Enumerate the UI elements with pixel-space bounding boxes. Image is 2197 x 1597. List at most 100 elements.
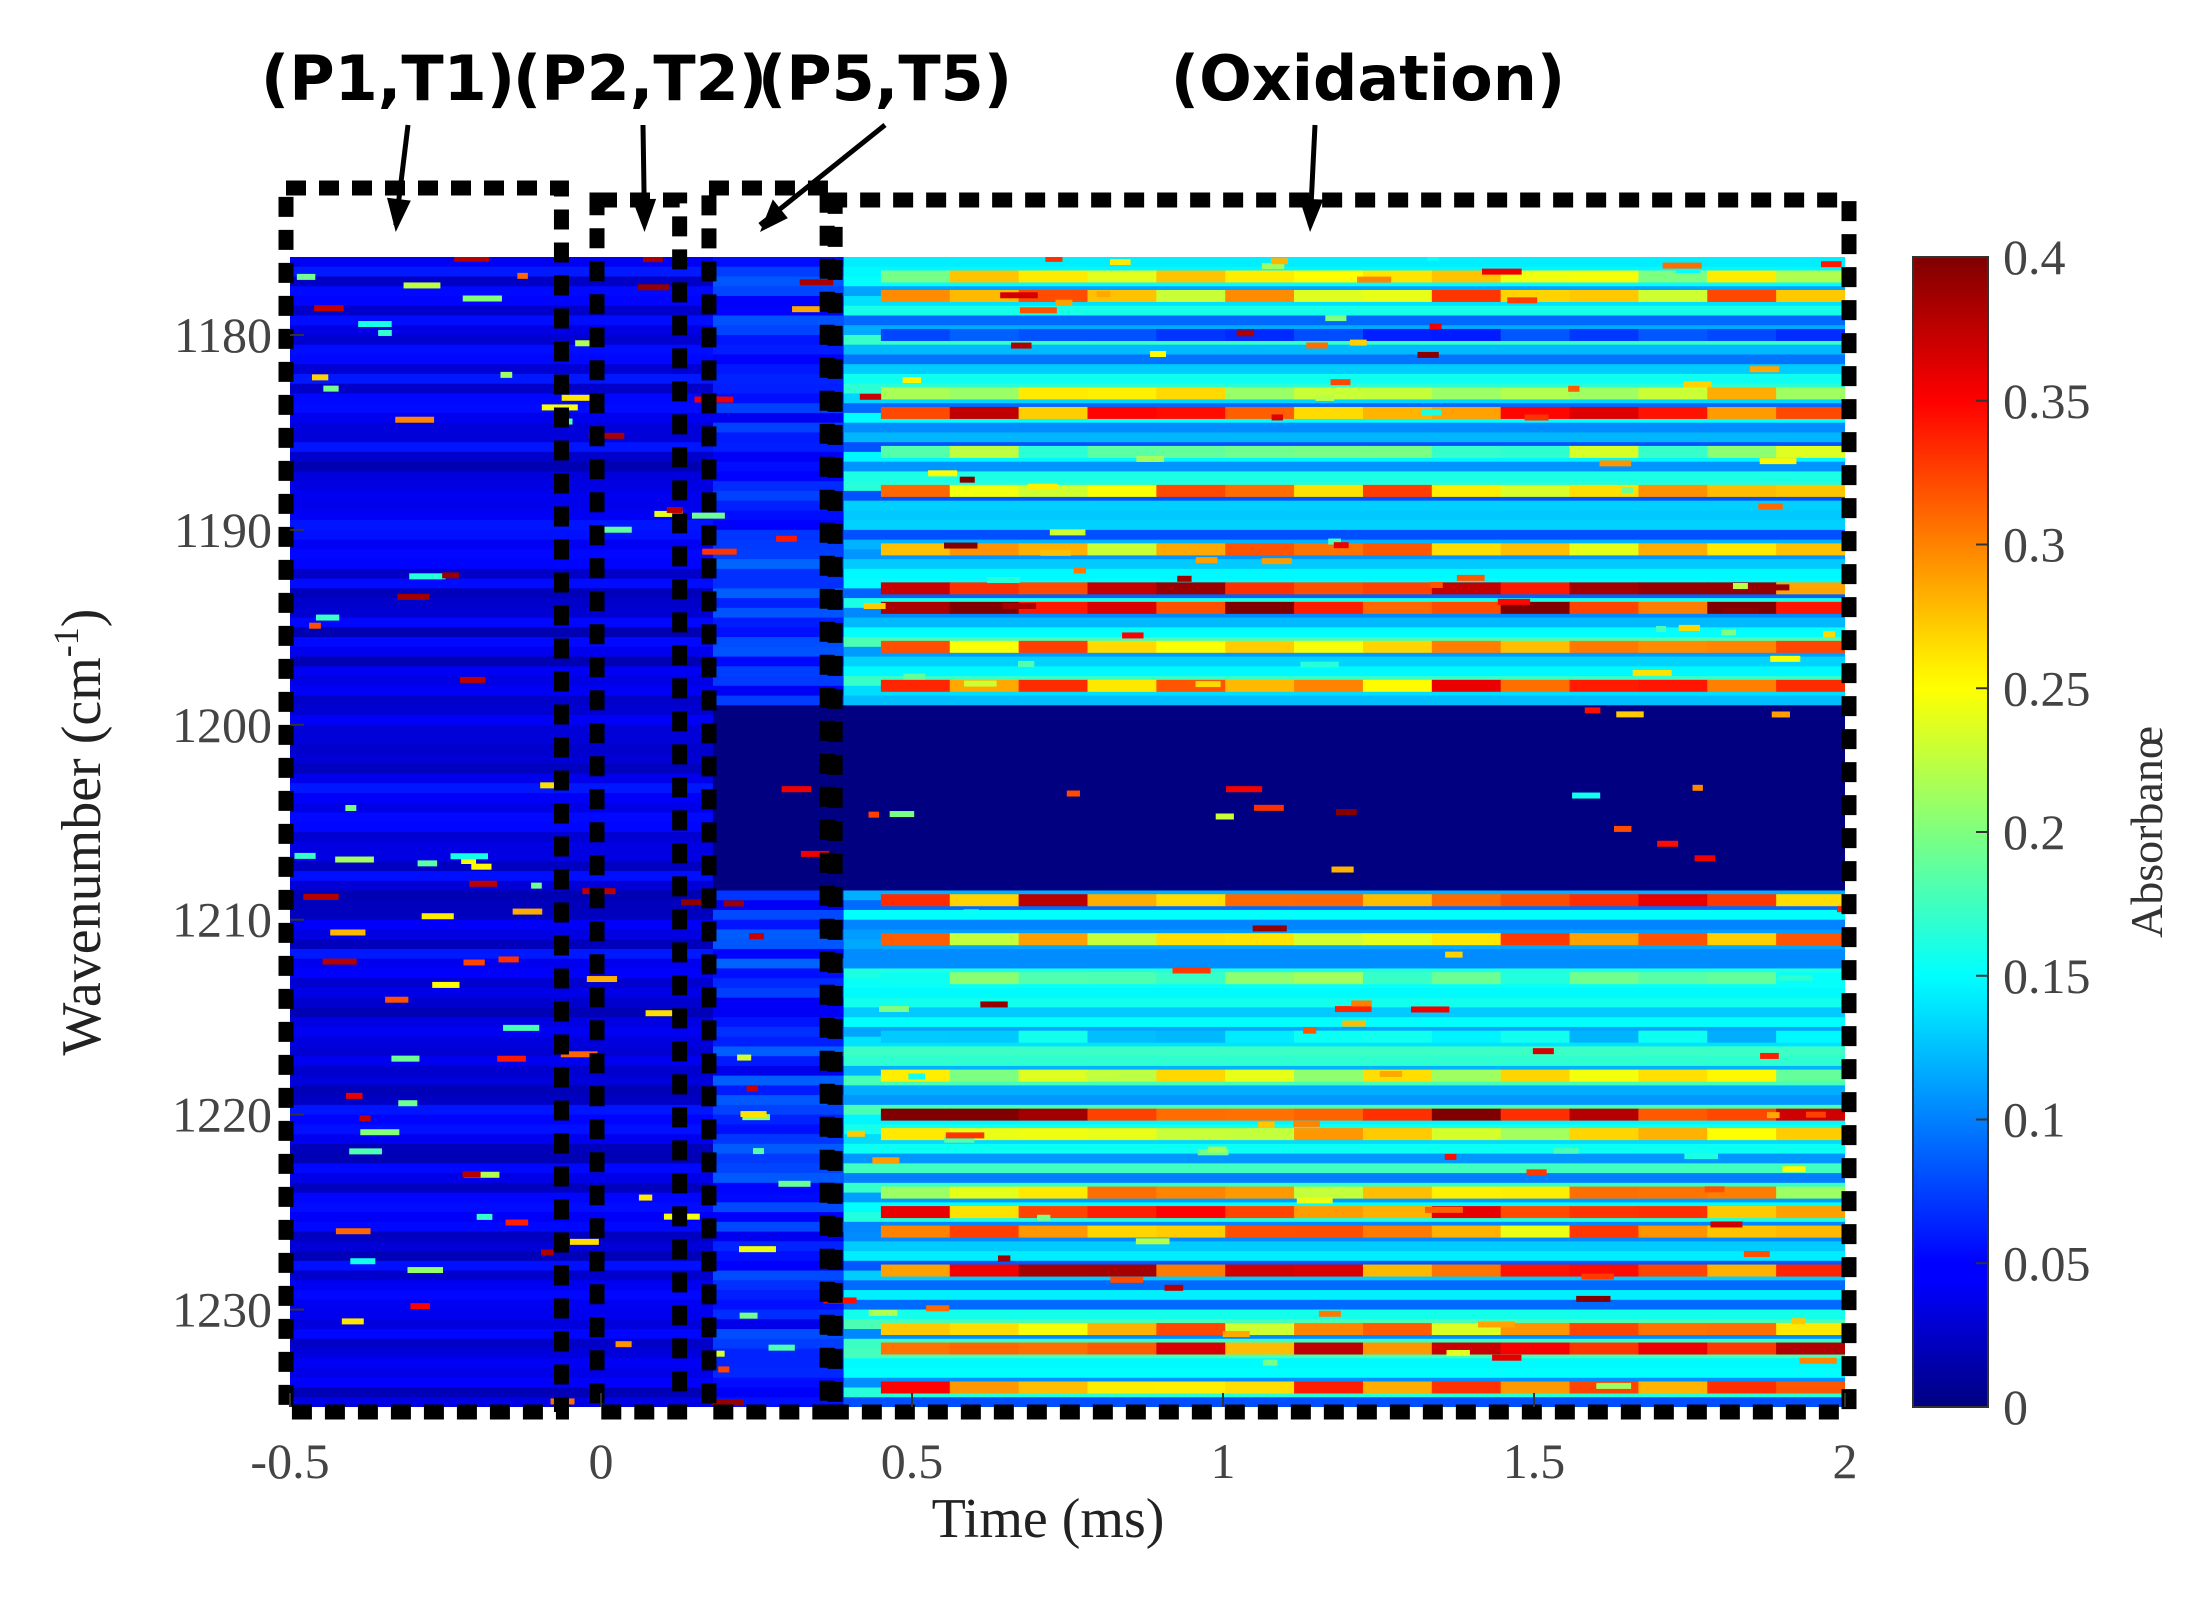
- heatmap-cell: [290, 344, 713, 356]
- heatmap-cell: [712, 1260, 844, 1272]
- heatmap-band: [1776, 1128, 1845, 1141]
- heatmap-band: [1707, 972, 1778, 985]
- heatmap-band: [1638, 543, 1709, 556]
- heatmap-band: [1087, 1108, 1158, 1121]
- x-tick-label: 2: [1833, 1433, 1858, 1489]
- heatmap-band: [880, 1108, 951, 1121]
- heatmap-speckle: [335, 856, 374, 863]
- heatmap-speckle: [1066, 790, 1080, 797]
- heatmap-speckle: [335, 1228, 371, 1235]
- heatmap-cell: [712, 1280, 844, 1291]
- heatmap-speckle: [1236, 330, 1255, 337]
- heatmap-cell: [843, 880, 1845, 892]
- heatmap-cell: [712, 1348, 844, 1359]
- heatmap-speckle: [1271, 414, 1283, 421]
- heatmap-band: [1294, 406, 1364, 419]
- heatmap-band: [1225, 484, 1296, 497]
- heatmap-speckle: [963, 909, 979, 916]
- heatmap-band: [1500, 1128, 1571, 1141]
- heatmap-cell: [712, 578, 844, 589]
- heatmap-band: [1362, 1030, 1433, 1043]
- heatmap-speckle: [1028, 483, 1058, 490]
- heatmap-speckle: [1553, 1147, 1579, 1154]
- heatmap-cell: [843, 1007, 1845, 1018]
- heatmap-cell: [843, 344, 1845, 356]
- heatmap-speckle: [1300, 661, 1339, 668]
- heatmap-cell: [712, 958, 844, 970]
- heatmap-speckle: [654, 510, 683, 517]
- heatmap-band: [1431, 328, 1502, 341]
- heatmap-cell: [712, 559, 844, 570]
- heatmap-cell: [712, 568, 844, 580]
- heatmap-speckle: [714, 1350, 725, 1357]
- heatmap-band: [1500, 543, 1571, 556]
- heatmap-band: [1156, 640, 1227, 653]
- heatmap-cell: [712, 1104, 844, 1116]
- heatmap-band: [1638, 1225, 1709, 1238]
- heatmap-cell: [712, 1241, 844, 1252]
- heatmap-speckle: [454, 257, 490, 262]
- heatmap-cell: [290, 451, 713, 463]
- heatmap-band: [1500, 1206, 1571, 1219]
- heatmap-band: [949, 1069, 1020, 1082]
- heatmap-cell: [712, 1192, 844, 1203]
- heatmap-speckle: [879, 1006, 910, 1013]
- heatmap-cell: [290, 1377, 713, 1389]
- heatmap-band: [1362, 1206, 1433, 1219]
- heatmap-band: [1362, 1225, 1433, 1238]
- heatmap-cell: [290, 490, 713, 502]
- heatmap-cell: [712, 1319, 844, 1330]
- x-tick-label: 1.5: [1503, 1433, 1566, 1489]
- heatmap-band: [1018, 582, 1089, 595]
- heatmap-speckle: [998, 1255, 1011, 1262]
- heatmap-speckle: [1760, 1052, 1779, 1059]
- heatmap-band: [1225, 1381, 1296, 1394]
- heatmap-cell: [290, 695, 713, 706]
- heatmap-band: [1500, 601, 1571, 614]
- heatmap-speckle: [569, 1238, 599, 1245]
- heatmap-cell: [290, 1368, 713, 1379]
- heatmap-speckle: [723, 900, 744, 907]
- heatmap-cell: [843, 812, 1845, 823]
- heatmap-cell: [712, 1134, 844, 1145]
- heatmap-band: [1294, 270, 1364, 283]
- heatmap-speckle: [980, 1001, 1008, 1008]
- heatmap-cell: [290, 1085, 713, 1096]
- heatmap-band: [1018, 1069, 1089, 1082]
- heatmap-cell: [290, 968, 713, 979]
- heatmap-band: [1362, 543, 1433, 556]
- colorbar-tick-label: 0.3: [2003, 517, 2066, 573]
- heatmap-cell: [843, 666, 1845, 677]
- heatmap-cell: [290, 305, 713, 317]
- colorbar-tick-label: 0.15: [2003, 948, 2091, 1004]
- heatmap-speckle: [1778, 974, 1813, 981]
- heatmap-cell: [290, 1163, 713, 1174]
- heatmap-cell: [843, 705, 1845, 716]
- heatmap-band: [1362, 1323, 1433, 1336]
- heatmap-band: [1638, 1323, 1709, 1336]
- heatmap-band: [1087, 1030, 1158, 1043]
- heatmap-cell: [712, 909, 844, 921]
- heatmap-band: [1707, 1381, 1778, 1394]
- heatmap-speckle: [476, 1213, 493, 1220]
- heatmap-cell: [290, 510, 713, 521]
- heatmap-speckle: [1045, 257, 1063, 262]
- heatmap-band: [1569, 543, 1640, 556]
- heatmap-cell: [843, 1085, 1845, 1096]
- heatmap-band: [1087, 484, 1158, 497]
- heatmap-speckle: [945, 1132, 985, 1139]
- heatmap-band: [1156, 406, 1227, 419]
- heatmap-band: [1018, 640, 1089, 653]
- heatmap-band: [880, 406, 951, 419]
- heatmap-band: [949, 484, 1020, 497]
- heatmap-cell: [290, 529, 713, 541]
- heatmap-band: [1776, 679, 1845, 692]
- heatmap-band: [1018, 328, 1089, 341]
- heatmap-band: [1156, 933, 1227, 946]
- heatmap-cell: [712, 461, 844, 473]
- colorbar-tick-label: 0.1: [2003, 1092, 2066, 1148]
- heatmap-speckle: [1751, 584, 1790, 591]
- heatmap-cell: [712, 393, 844, 404]
- heatmap-cell: [712, 364, 844, 375]
- y-tick-label: 1230: [172, 1282, 272, 1338]
